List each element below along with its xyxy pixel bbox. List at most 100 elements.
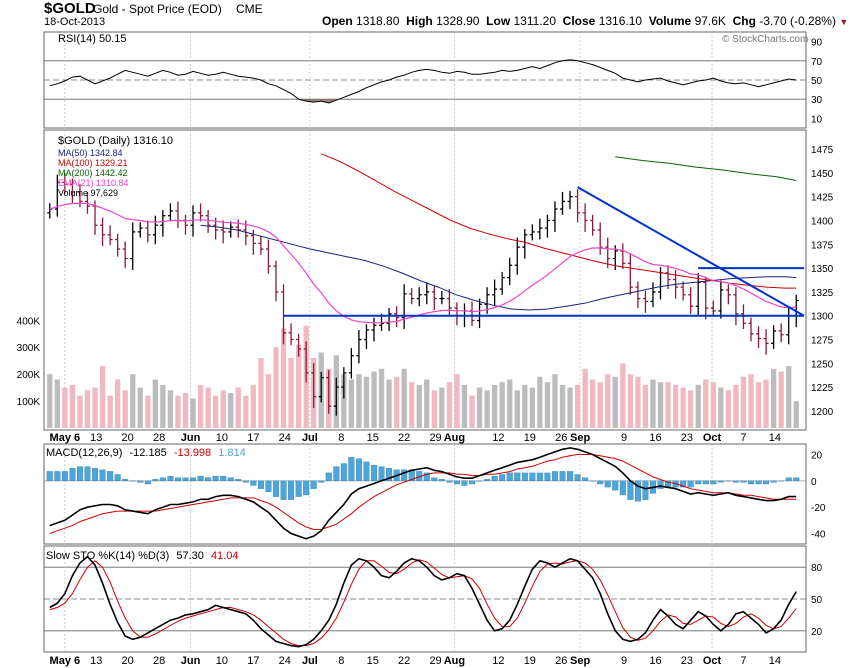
volume-bar	[446, 382, 453, 428]
macd-hist-bar	[265, 480, 272, 493]
volume-bar	[213, 395, 219, 428]
volume-bar	[220, 390, 226, 428]
date-label-bottom: 7	[740, 655, 746, 667]
chg-value: -3.70 (-0.28%)	[759, 14, 836, 28]
volume-bar	[130, 374, 136, 428]
volume-bar	[786, 366, 792, 428]
rsi-legend: RSI(14) 50.15	[58, 33, 126, 45]
volume-bar	[650, 379, 656, 428]
date-label-bottom: 12	[492, 655, 504, 667]
date-label-top: 26	[555, 432, 567, 444]
volume-bar	[394, 376, 400, 428]
price-legend-ma50: MA(50) 1342.84	[58, 148, 123, 158]
macd-hist-bar	[99, 469, 106, 482]
volume-bar	[688, 390, 694, 428]
macd-hist-bar	[717, 480, 724, 483]
close-value: 1316.10	[598, 14, 643, 28]
macd-hist-bar	[242, 480, 249, 483]
volume-bar	[280, 328, 287, 428]
date-label-top: 29	[429, 432, 441, 444]
macd-hist-bar	[220, 475, 227, 481]
volume-bar	[476, 387, 483, 428]
macd-hist-bar	[227, 477, 234, 482]
macd-hist-bar	[340, 463, 347, 482]
volume-bar	[424, 379, 430, 428]
macd-hist-bar	[152, 479, 159, 482]
macd-signal-line	[49, 454, 797, 534]
symbol-description: Gold - Spot Price (EOD)	[93, 2, 222, 16]
macd-tick-20: 20	[811, 451, 823, 462]
date-label-top: 23	[681, 432, 693, 444]
macd-hist-bar	[687, 480, 694, 488]
macd-hist-bar	[589, 480, 596, 482]
price-legend-ma100: MA(100) 1329.21	[58, 158, 128, 168]
macd-line	[49, 447, 797, 540]
macd-legend-hist: 1.814	[218, 447, 246, 459]
macd-hist-bar	[642, 480, 649, 500]
price-legend-ma200: MA(200) 1442.42	[58, 168, 128, 178]
rsi-tick-70: 70	[811, 57, 823, 68]
date-label-bottom: May 6	[50, 655, 81, 667]
low-value: 1311.20	[513, 14, 557, 28]
volume-bar	[47, 374, 53, 428]
macd-legend-signal: -13.998	[174, 447, 211, 459]
price-tick-1275: 1275	[811, 336, 834, 347]
sto-legend-d: 41.04	[211, 550, 239, 562]
macd-hist-bar	[122, 479, 129, 482]
volume-bar	[439, 387, 445, 428]
macd-hist-bar	[514, 472, 521, 481]
price-tick-1450: 1450	[811, 169, 834, 180]
macd-hist-bar	[438, 479, 445, 482]
date-label-bottom: 19	[524, 655, 536, 667]
macd-hist-bar	[597, 480, 604, 485]
macd-hist-bar	[574, 474, 581, 481]
macd-hist-bar	[695, 480, 702, 485]
volume-bar	[371, 371, 377, 428]
volume-bar	[635, 376, 641, 428]
macd-tick--20: -20	[811, 503, 826, 514]
macd-hist-bar	[431, 477, 438, 482]
sto-legend: Slow STO %K(14) %D(3) 57.30 41.04	[46, 550, 238, 562]
date-label-bottom: Sep	[570, 655, 590, 667]
volume-bar	[733, 384, 739, 428]
macd-hist-bar	[544, 472, 551, 481]
macd-hist-bar	[54, 471, 61, 482]
downtrend-line	[577, 186, 805, 317]
volume-bar	[378, 368, 385, 428]
date-label-bottom: 26	[555, 655, 567, 667]
volume-bar	[642, 384, 649, 428]
volume-bar	[740, 376, 747, 428]
volume-bar	[612, 376, 618, 428]
volume-bar	[431, 390, 437, 428]
volume-bar	[763, 379, 769, 428]
date-label-top: 13	[90, 432, 102, 444]
low-label: Low	[486, 14, 511, 28]
macd-hist-bar	[536, 472, 543, 481]
date-label-top: 22	[398, 432, 410, 444]
macd-hist-bar	[371, 464, 378, 482]
volume-bar	[363, 376, 370, 428]
rsi-line	[49, 59, 797, 104]
chart-date: 18-Oct-2013	[44, 16, 106, 28]
down-arrow-icon: ▼	[839, 17, 849, 27]
volume-bar	[107, 395, 113, 428]
volume-bar	[537, 376, 543, 428]
date-label-top: Aug	[444, 432, 465, 444]
volume-bar	[92, 387, 98, 428]
volume-label: Volume	[648, 14, 692, 28]
macd-hist-bar	[732, 480, 739, 483]
macd-hist-bar	[348, 457, 355, 482]
volume-bar	[582, 368, 588, 428]
volume-bar	[567, 387, 573, 428]
volume-bar	[197, 384, 204, 428]
macd-hist-bar	[378, 466, 385, 481]
rsi-tick-50: 50	[811, 76, 823, 87]
date-label-bottom: 10	[216, 655, 228, 667]
price-tick-1225: 1225	[811, 383, 834, 394]
axis-labels: 1030507090120012251250127513001325135013…	[17, 38, 834, 667]
date-label-top: 24	[279, 432, 291, 444]
macd-hist-bar	[461, 480, 468, 486]
volume-bar	[680, 387, 686, 428]
macd-hist-bar	[174, 477, 181, 482]
